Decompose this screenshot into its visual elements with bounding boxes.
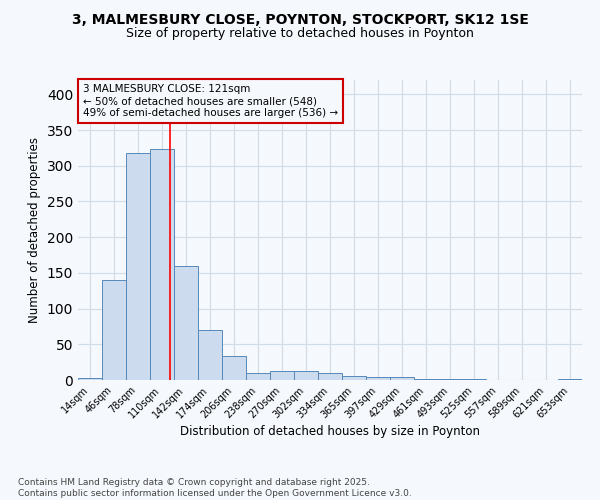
Text: Size of property relative to detached houses in Poynton: Size of property relative to detached ho…	[126, 28, 474, 40]
Y-axis label: Number of detached properties: Number of detached properties	[28, 137, 41, 323]
Bar	[222, 356, 246, 380]
Bar	[558, 378, 582, 380]
Bar	[102, 280, 126, 380]
X-axis label: Distribution of detached houses by size in Poynton: Distribution of detached houses by size …	[180, 426, 480, 438]
Bar	[366, 377, 390, 380]
Bar	[246, 373, 270, 380]
Bar	[318, 373, 342, 380]
Bar	[198, 330, 222, 380]
Bar	[390, 377, 414, 380]
Bar	[150, 150, 174, 380]
Bar	[126, 153, 150, 380]
Bar	[342, 376, 366, 380]
Bar	[174, 266, 198, 380]
Bar	[78, 378, 102, 380]
Bar	[270, 370, 294, 380]
Text: 3, MALMESBURY CLOSE, POYNTON, STOCKPORT, SK12 1SE: 3, MALMESBURY CLOSE, POYNTON, STOCKPORT,…	[71, 12, 529, 26]
Text: Contains HM Land Registry data © Crown copyright and database right 2025.
Contai: Contains HM Land Registry data © Crown c…	[18, 478, 412, 498]
Bar	[294, 370, 318, 380]
Text: 3 MALMESBURY CLOSE: 121sqm
← 50% of detached houses are smaller (548)
49% of sem: 3 MALMESBURY CLOSE: 121sqm ← 50% of deta…	[83, 84, 338, 117]
